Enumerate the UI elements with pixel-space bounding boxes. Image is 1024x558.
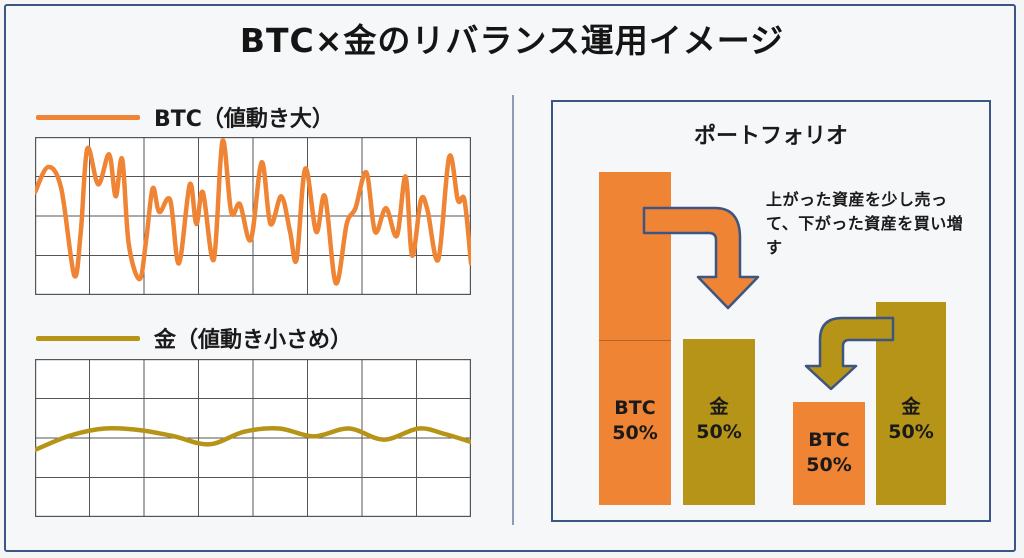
gold-legend-swatch [36, 335, 140, 341]
gold-bar-before-percent: 50% [696, 421, 742, 443]
gold-line-chart [35, 359, 471, 517]
gold-legend: 金（値動き小さめ） [36, 322, 352, 354]
buy-arrow [804, 316, 895, 391]
btc-bar-after-name: BTC [808, 429, 850, 451]
btc-bar-before-label: BTC 50% [599, 396, 671, 446]
portfolio-title: ポートフォリオ [693, 124, 848, 149]
btc-legend: BTC（値動き大） [36, 101, 334, 133]
btc-bar-after: BTC 50% [793, 402, 865, 505]
btc-line-chart [35, 137, 471, 295]
gold-bar-before-name: 金 [709, 396, 729, 418]
btc-excess-bar [599, 172, 671, 340]
rebalance-annotation: 上がった資産を少し売って、下がった資産を買い増す [766, 190, 964, 257]
center-divider [512, 95, 514, 525]
sell-arrow [642, 206, 760, 310]
series-line [35, 425, 471, 453]
btc-bar-after-percent: 50% [806, 454, 852, 476]
gold-bar-before: 金 50% [683, 339, 755, 505]
btc-bar-before-name: BTC [614, 397, 656, 419]
btc-legend-swatch [36, 114, 140, 120]
btc-bar-before: BTC 50% [599, 340, 671, 505]
page-title: BTC×金のリバランス運用イメージ [239, 21, 785, 60]
btc-bar-before-percent: 50% [612, 422, 658, 444]
btc-legend-label: BTC（値動き大） [154, 107, 334, 132]
btc-bar-after-label: BTC 50% [793, 428, 865, 478]
gold-bar-before-label: 金 50% [683, 395, 755, 445]
gold-legend-label: 金（値動き小さめ） [154, 328, 353, 353]
series-line [35, 138, 471, 286]
gold-bar-after-label: 金 50% [876, 395, 946, 445]
gold-bar-after-name: 金 [901, 396, 921, 418]
gold-bar-after-percent: 50% [888, 421, 934, 443]
